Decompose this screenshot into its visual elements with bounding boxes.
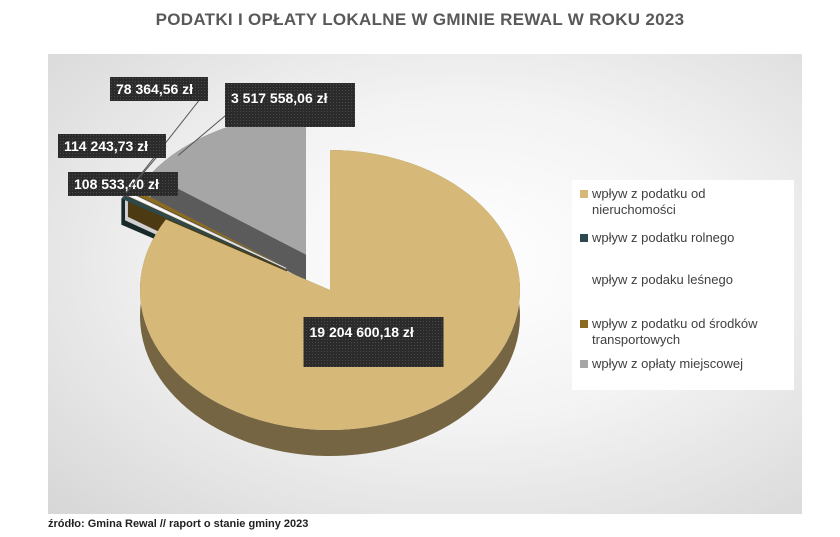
legend: wpływ z podatku od nieruchomości wpływ z … <box>572 180 794 390</box>
legend-label: wpływ z podatku od środków transportowych <box>592 316 758 347</box>
legend-swatch <box>580 234 588 242</box>
legend-label: wpływ z opłaty miejscowej <box>592 356 743 371</box>
data-label-box-rolny <box>68 172 178 196</box>
data-label-rolny: 108 533,40 zł <box>74 176 159 192</box>
legend-label: wpływ z podatku od nieruchomości <box>592 186 706 217</box>
legend-item-lesny: wpływ z podaku leśnego <box>580 272 792 288</box>
pie-slice-transport <box>127 187 287 268</box>
legend-swatch <box>580 276 588 284</box>
pie-slice-rolny <box>121 195 286 270</box>
data-label-box-miejscowa <box>225 83 355 127</box>
data-label-leader-lesny <box>125 88 209 194</box>
data-label-box-transport <box>58 134 166 158</box>
legend-item-transport: wpływ z podatku od środków transportowych <box>580 316 792 348</box>
chart-title: PODATKI I OPŁATY LOKALNE W GMINIE REWAL … <box>155 10 685 29</box>
data-label-transport: 114 243,73 zł <box>64 138 148 154</box>
legend-swatch <box>580 320 588 328</box>
data-label-box-nieruchomosci <box>303 317 444 367</box>
data-label-box-lesny <box>110 77 208 101</box>
legend-item-rolny: wpływ z podatku rolnego <box>580 230 792 246</box>
legend-swatch <box>580 190 588 198</box>
data-label-lesny: 78 364,56 zł <box>116 81 193 97</box>
legend-swatch <box>580 360 588 368</box>
data-label-miejscowa: 3 517 558,06 zł <box>231 90 328 106</box>
pie-slice-edge-miejscowa-0 <box>150 174 306 281</box>
data-label-nieruchomosci: 19 204 600,18 zł <box>310 324 414 340</box>
legend-item-miejscowa: wpływ z opłaty miejscowej <box>580 356 792 372</box>
legend-label: wpływ z podaku leśnego <box>592 272 733 287</box>
source-note: źródło: Gmina Rewal // raport o stanie g… <box>48 518 309 530</box>
legend-label: wpływ z podatku rolnego <box>592 230 735 245</box>
legend-item-nieruchomosci: wpływ z podatku od nieruchomości <box>580 186 792 218</box>
pie-slice-miejscowa <box>150 114 306 255</box>
